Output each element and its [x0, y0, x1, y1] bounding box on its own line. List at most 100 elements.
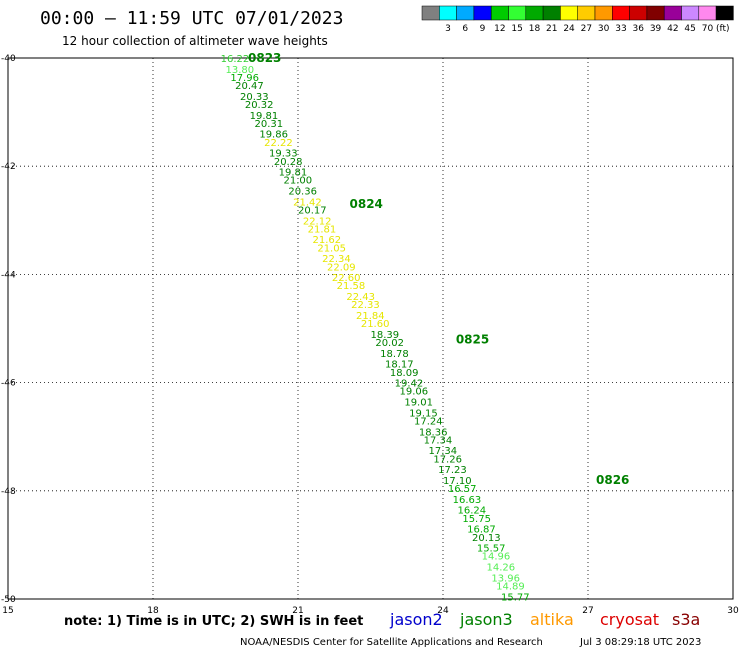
wave-height-value: 20.31	[255, 119, 284, 130]
wave-height-value: 21.62	[313, 235, 342, 246]
pass-time-label: 0825	[456, 332, 489, 346]
wave-height-value: 20.13	[472, 533, 501, 544]
wave-height-value: 18.17	[385, 360, 414, 371]
wave-height-value: 17.23	[438, 465, 467, 476]
x-tick-label: 24	[437, 606, 449, 616]
wave-height-value: 17.10	[443, 476, 472, 487]
scale-label: 33	[615, 24, 626, 34]
wave-height-value: 22.09	[327, 262, 356, 273]
wave-height-value: 20.32	[245, 100, 274, 111]
wave-height-value: 17.34	[424, 435, 453, 446]
credit-text: NOAA/NESDIS Center for Satellite Applica…	[240, 637, 543, 648]
scale-label: 39	[650, 24, 662, 34]
plot-frame	[7, 57, 734, 600]
scale-swatch	[612, 5, 630, 21]
wave-height-value: 16.57	[448, 484, 477, 495]
scale-swatch	[594, 5, 613, 21]
scale-swatch	[698, 5, 717, 21]
wave-height-value: 21.42	[293, 197, 322, 208]
wave-height-value: 17.26	[433, 454, 462, 465]
pass-time-label: 0823	[248, 51, 281, 65]
pass-labels: 0823 0824 0825 0826	[248, 51, 629, 487]
footer-note: note: 1) Time is in UTC; 2) SWH is in fe…	[64, 614, 363, 629]
scale-label: 15	[511, 24, 522, 34]
wave-height-value: 15.57	[477, 544, 506, 555]
scale-label: 36	[633, 24, 645, 34]
scale-label: (ft)	[716, 24, 730, 34]
wave-height-value: 20.02	[375, 338, 404, 349]
wave-height-value: 21.58	[337, 281, 366, 292]
chart-title: 00:00 – 11:59 UTC 07/01/2023	[40, 8, 343, 29]
wave-height-value: 18.39	[371, 330, 400, 341]
x-tick-label: 18	[147, 606, 159, 616]
scale-swatch	[646, 5, 665, 21]
scale-swatch	[560, 5, 578, 21]
wave-height-value: 14.26	[487, 563, 516, 574]
axis-ticks: 15 18 21 24 27 30 -40 -42 -44 -46 -48 -50	[1, 54, 739, 616]
x-tick-label: 15	[2, 606, 13, 616]
pass-time-label: 0824	[350, 197, 383, 211]
wave-height-value: 22.34	[322, 254, 351, 265]
scale-label: 70	[702, 24, 714, 34]
wave-height-value: 14.89	[496, 581, 525, 592]
wave-height-value: 15.77	[501, 592, 530, 603]
wave-height-value: 16.63	[453, 495, 482, 506]
scale-label: 3	[445, 24, 451, 34]
y-tick-label: -48	[1, 487, 16, 497]
wave-height-value: 21.81	[308, 224, 337, 235]
wave-height-value: 19.15	[409, 408, 438, 419]
wave-height-value: 16.87	[467, 525, 496, 536]
color-scale-legend: 3 6 9 12 15 18 21 24 27 30 33 36 39 42 45 70 (ft)	[421, 5, 734, 34]
wave-height-value: 20.28	[274, 157, 303, 168]
satellite-label-altika: altika	[530, 610, 574, 629]
scale-swatch	[715, 5, 734, 21]
wave-height-value: 22.60	[332, 273, 361, 284]
wave-height-value: 13.80	[226, 65, 255, 76]
wave-height-value: 18.09	[390, 368, 419, 379]
wave-height-value: 19.01	[404, 398, 433, 409]
scale-label: 30	[598, 24, 610, 34]
wave-height-value: 19.06	[400, 387, 429, 398]
satellite-legend: jason2 jason3 altika cryosat s3a	[389, 610, 700, 629]
satellite-label-s3a: s3a	[672, 610, 700, 629]
wave-height-value: 16.24	[458, 506, 487, 517]
y-tick-label: -46	[1, 379, 16, 389]
timestamp-text: Jul 3 08:29:18 UTC 2023	[579, 637, 701, 648]
scale-swatch	[629, 5, 648, 21]
scale-swatch	[681, 5, 700, 21]
scale-swatch	[577, 5, 596, 21]
wave-height-value: 21.60	[361, 319, 390, 330]
wave-height-value: 19.81	[250, 111, 279, 122]
scale-label: 21	[546, 24, 557, 34]
wave-height-value: 18.78	[380, 349, 409, 360]
scale-swatch	[439, 5, 457, 21]
scale-swatch	[663, 5, 682, 21]
scale-swatch	[490, 5, 509, 21]
plot-grid	[8, 58, 733, 599]
wave-height-value: 17.34	[429, 446, 458, 457]
scale-label: 42	[667, 24, 678, 34]
satellite-label-jason3: jason3	[459, 610, 513, 629]
wave-height-value: 14.96	[482, 552, 511, 563]
wave-height-value: 15.75	[462, 514, 491, 525]
scale-swatch	[473, 5, 492, 21]
scale-swatch	[421, 5, 440, 21]
wave-height-value: 21.84	[356, 311, 385, 322]
satellite-label-jason2: jason2	[389, 610, 443, 629]
scale-label: 6	[462, 24, 468, 34]
wave-height-value: 19.42	[395, 379, 424, 390]
scale-swatch	[525, 5, 544, 21]
pass-time-label: 0826	[596, 473, 629, 487]
wave-height-labels: 16.2213.8017.9620.4720.3320.3219.8120.31…	[221, 54, 530, 603]
scale-label: 24	[563, 24, 575, 34]
wave-height-value: 19.86	[259, 130, 288, 141]
scale-label: 27	[581, 24, 592, 34]
scale-swatch	[542, 5, 561, 21]
wave-height-value: 17.24	[414, 416, 443, 427]
scale-label: 45	[684, 24, 695, 34]
x-tick-label: 30	[727, 606, 739, 616]
chart-subtitle: 12 hour collection of altimeter wave hei…	[62, 34, 328, 48]
wave-height-value: 22.12	[303, 216, 332, 227]
scale-label: 18	[529, 24, 541, 34]
